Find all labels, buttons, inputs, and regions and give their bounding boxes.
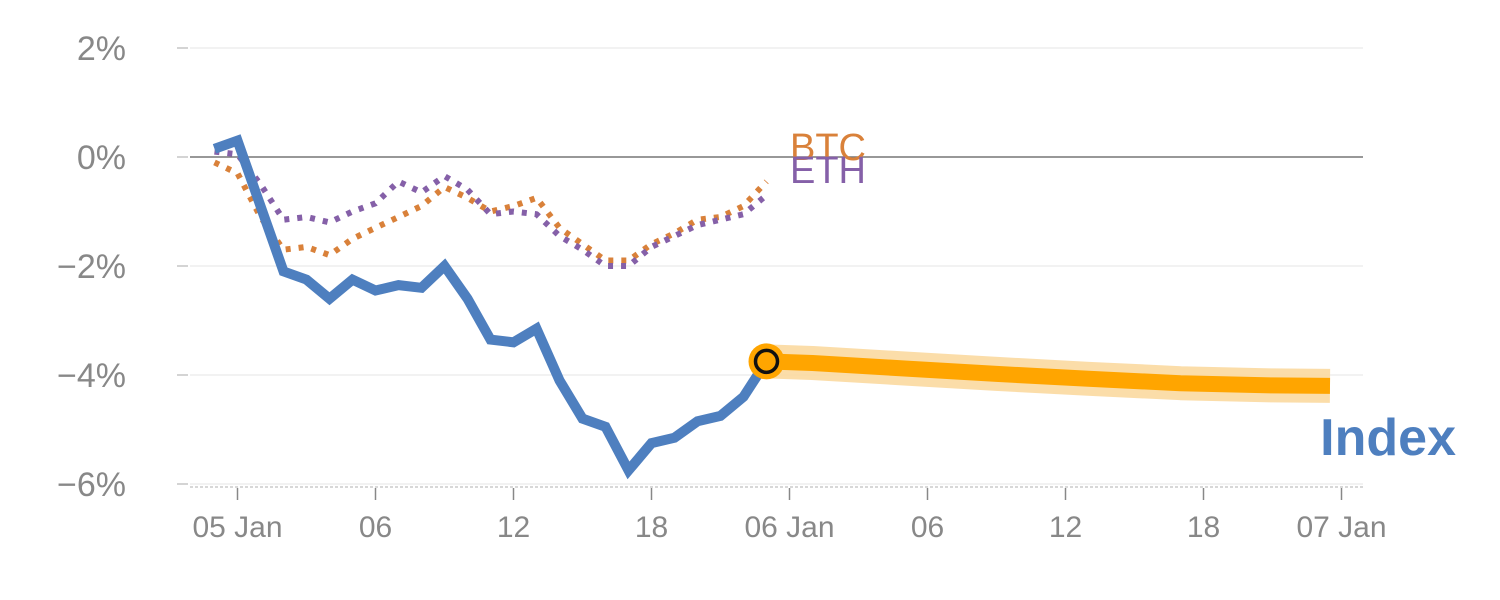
x-axis: 05 Jan 06 12 18 06 Jan 06 12 18 07 Jan	[190, 486, 1387, 544]
x-tick-label: 06 Jan	[744, 511, 834, 544]
series-group	[212, 134, 1331, 480]
x-tick-label: 18	[1187, 511, 1220, 544]
x-tick-label: 07 Jan	[1296, 511, 1386, 544]
x-tick-label: 12	[497, 511, 530, 544]
btc-line	[213, 159, 769, 264]
x-tick-label: 12	[1049, 511, 1082, 544]
eth-line	[214, 148, 769, 269]
y-tick-label: −4%	[57, 357, 126, 395]
grid	[190, 47, 1363, 485]
eth-series-label: ETH	[790, 150, 866, 192]
x-tick-label: 18	[635, 511, 668, 544]
y-tick-label: −2%	[57, 248, 126, 286]
forecast-line	[766, 353, 1331, 394]
y-axis: 2% 0% −2% −4% −6%	[57, 30, 188, 504]
y-tick-label: 2%	[77, 30, 126, 68]
x-tick-label: 06	[359, 511, 392, 544]
forecast-marker-dot	[753, 348, 780, 375]
series-labels: BTC ETH Index	[790, 127, 1456, 467]
y-tick-label: 0%	[77, 139, 126, 177]
btc-series-label: BTC	[790, 127, 866, 169]
index-series-label: Index	[1320, 409, 1456, 467]
index-line	[212, 134, 771, 480]
x-tick-label: 05 Jan	[192, 511, 282, 544]
x-tick-label: 06	[911, 511, 944, 544]
y-tick-label: −6%	[57, 466, 126, 504]
